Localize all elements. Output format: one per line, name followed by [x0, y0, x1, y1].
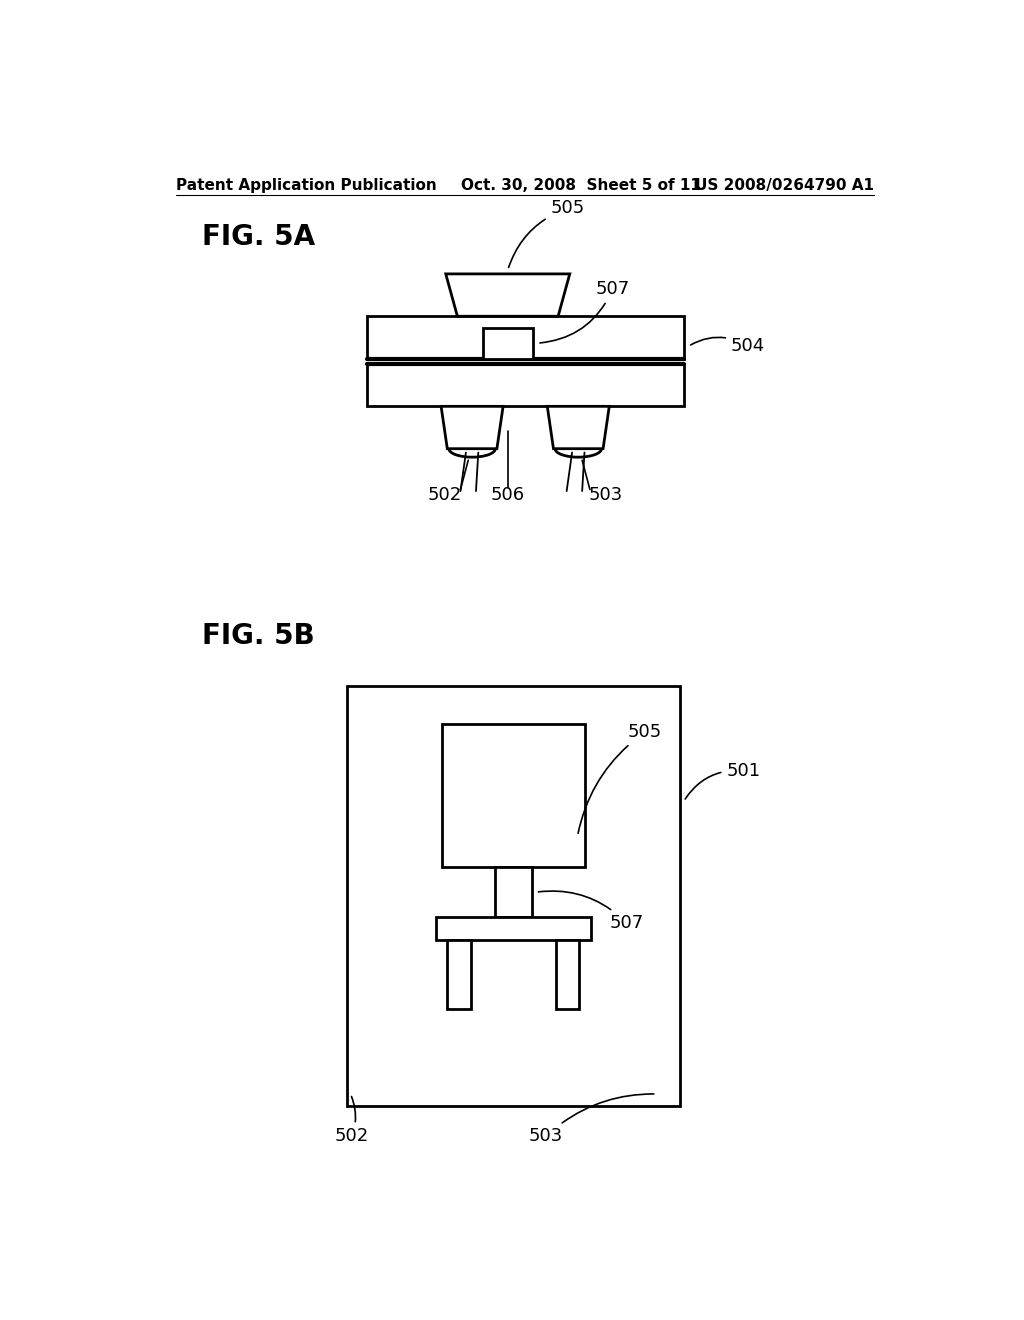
Text: 505: 505 [509, 199, 585, 268]
Bar [435, 917, 591, 940]
Text: 502: 502 [335, 1097, 370, 1146]
Polygon shape [441, 407, 503, 449]
Bar [556, 940, 579, 1010]
Text: 501: 501 [685, 762, 761, 799]
Bar [367, 364, 684, 407]
Text: FIG. 5B: FIG. 5B [202, 622, 314, 649]
Text: 503: 503 [588, 486, 623, 504]
Text: 506: 506 [490, 486, 525, 504]
Bar [447, 940, 471, 1010]
Text: 505: 505 [579, 723, 663, 833]
Text: 502: 502 [428, 486, 462, 504]
Polygon shape [547, 407, 609, 449]
Polygon shape [445, 275, 569, 317]
Bar [483, 327, 534, 359]
Text: 504: 504 [691, 338, 765, 355]
Text: US 2008/0264790 A1: US 2008/0264790 A1 [694, 178, 873, 193]
Bar [367, 317, 684, 359]
Text: 503: 503 [528, 1094, 653, 1146]
Text: FIG. 5A: FIG. 5A [202, 223, 314, 251]
Bar [495, 867, 531, 917]
Bar [346, 686, 680, 1106]
Text: 507: 507 [539, 891, 643, 932]
Text: 507: 507 [540, 280, 630, 343]
Text: Oct. 30, 2008  Sheet 5 of 11: Oct. 30, 2008 Sheet 5 of 11 [461, 178, 701, 193]
Text: Patent Application Publication: Patent Application Publication [176, 178, 437, 193]
Bar [442, 725, 586, 867]
